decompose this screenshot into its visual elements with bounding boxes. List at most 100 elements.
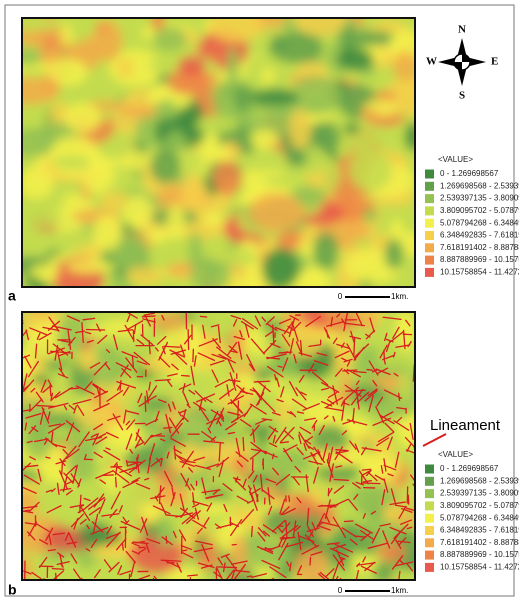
terrain-patch xyxy=(363,208,377,223)
legend-label: 3.809095702 - 5.078794267 xyxy=(440,206,519,215)
terrain-patch xyxy=(196,115,240,133)
lineament xyxy=(200,316,206,317)
lineament xyxy=(344,521,352,522)
terrain-patch xyxy=(231,534,247,574)
terrain-patch xyxy=(250,129,278,149)
scale-start: 0 xyxy=(338,586,343,595)
scale-start: 0 xyxy=(338,292,343,301)
terrain-patch xyxy=(206,131,219,149)
legend-swatch xyxy=(425,514,434,523)
terrain-patch xyxy=(11,128,55,158)
terrain-patch xyxy=(313,232,340,270)
scale-bar: 0 1km. xyxy=(338,292,409,301)
legend-label: 5.078794268 - 6.348492834 xyxy=(440,218,519,227)
lineament xyxy=(362,469,370,470)
terrain-patch xyxy=(268,32,323,63)
legend-swatch xyxy=(425,563,434,572)
terrain-patch xyxy=(58,229,96,248)
legend-label: 0 - 1.269698567 xyxy=(440,169,499,178)
legend-swatch xyxy=(425,465,434,474)
map-b xyxy=(0,296,438,598)
lineament xyxy=(252,527,253,537)
terrain xyxy=(0,296,438,597)
terrain-patch xyxy=(15,490,38,517)
legend-title: <VALUE> xyxy=(438,155,473,164)
terrain-patch xyxy=(249,193,304,231)
lineament xyxy=(257,495,258,502)
scale-end: 1km. xyxy=(391,292,408,301)
lineament xyxy=(247,576,251,577)
panel-label: a xyxy=(8,288,16,304)
terrain-patch xyxy=(147,229,169,244)
lineament xyxy=(116,477,117,487)
terrain-patch xyxy=(12,208,63,229)
legend-label: 1.269698568 - 2.539397134 xyxy=(440,181,519,190)
legend-swatch xyxy=(425,538,434,547)
lineament xyxy=(145,396,146,411)
legend-label: 10.15758854 - 11.4272871 xyxy=(440,268,519,277)
legend-label: 0 - 1.269698567 xyxy=(440,464,499,473)
terrain-patch xyxy=(180,175,207,211)
legend-label: 2.539397135 - 3.809095701 xyxy=(440,489,519,498)
terrain-patch xyxy=(66,260,115,273)
legend-label: 7.618191402 - 8.887889968 xyxy=(440,538,519,547)
lineament xyxy=(50,385,51,396)
terrain-patch xyxy=(344,123,360,134)
terrain xyxy=(0,0,441,305)
compass-s: S xyxy=(459,90,465,102)
legend-swatch xyxy=(425,194,434,203)
legend-title: <VALUE> xyxy=(438,450,473,459)
terrain-patch xyxy=(204,211,223,227)
terrain-patch xyxy=(118,470,160,506)
lineament xyxy=(182,375,189,376)
terrain-patch xyxy=(78,351,97,371)
terrain-patch xyxy=(227,47,240,87)
terrain-patch xyxy=(2,77,58,104)
legend-label: 8.887889969 - 10.15758853 xyxy=(440,550,519,559)
lineament xyxy=(120,381,121,390)
terrain-patch xyxy=(47,58,88,85)
lineament xyxy=(164,428,172,429)
panel-label: b xyxy=(8,582,17,598)
legend-label: 6.348492835 - 7.618191401 xyxy=(440,526,519,535)
compass-w: W xyxy=(426,56,437,68)
lineament-label: Lineament xyxy=(430,417,501,434)
scale-end: 1km. xyxy=(391,586,408,595)
compass: N S E W xyxy=(426,24,498,102)
terrain-patch xyxy=(124,194,152,229)
lineament xyxy=(217,567,237,568)
figure: a b N S E W 0 1km. 0 1km. Lineament <VAL… xyxy=(0,0,519,601)
legend-swatch xyxy=(425,182,434,191)
lineament xyxy=(362,483,380,484)
legend-swatch xyxy=(425,231,434,240)
terrain-patch xyxy=(155,99,179,119)
terrain-patch xyxy=(287,150,307,168)
lineament xyxy=(142,316,155,317)
terrain-patch xyxy=(199,501,231,515)
legend-swatch xyxy=(425,268,434,277)
terrain-patch xyxy=(126,266,163,284)
legend-label: 6.348492835 - 7.618191401 xyxy=(440,231,519,240)
terrain-patch xyxy=(209,8,264,42)
terrain-patch xyxy=(57,315,87,352)
legend-swatch xyxy=(425,489,434,498)
compass-n: N xyxy=(458,24,466,36)
compass-e: E xyxy=(491,56,498,68)
legend-label: 1.269698568 - 2.539397134 xyxy=(440,476,519,485)
terrain-patch xyxy=(19,167,53,199)
lineament xyxy=(62,462,63,474)
terrain-patch xyxy=(262,248,299,290)
legend: <VALUE> 0 - 1.269698567 1.269698568 - 2.53… xyxy=(425,155,519,277)
terrain-patch xyxy=(234,84,252,112)
lineament xyxy=(87,330,105,331)
terrain-patch xyxy=(289,109,312,150)
legend-swatch xyxy=(425,256,434,265)
terrain-patch xyxy=(294,3,347,37)
terrain-patch xyxy=(52,154,91,170)
scale-bar: 0 1km. xyxy=(338,586,409,595)
legend-label: 5.078794268 - 6.348492834 xyxy=(440,513,519,522)
terrain-patch xyxy=(405,122,421,151)
terrain-patch xyxy=(337,48,374,71)
lineament xyxy=(238,401,239,419)
legend-swatch xyxy=(425,219,434,228)
